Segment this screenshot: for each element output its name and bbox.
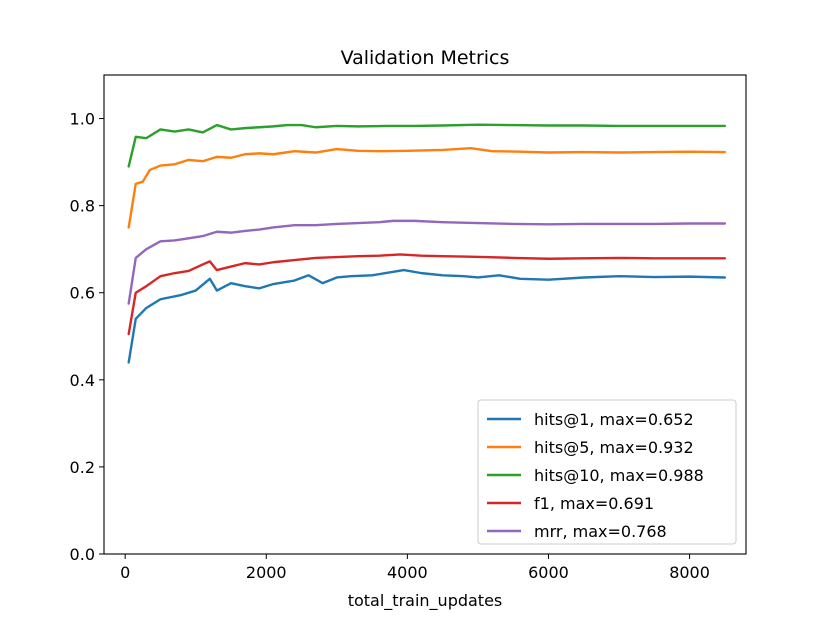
legend-entry-label: hits@10, max=0.988 <box>534 466 704 485</box>
x-tick-label: 2000 <box>246 563 287 582</box>
y-tick-label: 0.8 <box>70 197 95 216</box>
x-tick-label: 6000 <box>528 563 569 582</box>
legend-entry-label: hits@1, max=0.652 <box>534 410 694 429</box>
series-line-1 <box>127 268 727 364</box>
plot-layer <box>127 123 727 364</box>
series-line-4 <box>127 253 727 336</box>
chart-title: Validation Metrics <box>341 47 510 69</box>
x-tick-label: 0 <box>120 563 130 582</box>
y-tick-label: 0.2 <box>70 458 95 477</box>
series-line-2 <box>127 146 727 229</box>
legend-entry-label: f1, max=0.691 <box>534 494 654 513</box>
legend-entry-label: hits@5, max=0.932 <box>534 438 694 457</box>
legend-entry-label: mrr, max=0.768 <box>534 522 667 541</box>
series-line-5 <box>127 219 727 305</box>
series-line-3 <box>127 123 727 168</box>
y-tick-label: 0.6 <box>70 284 95 303</box>
x-axis-label: total_train_updates <box>348 591 503 611</box>
legend-box <box>477 399 737 545</box>
y-tick-label: 0.0 <box>70 545 95 564</box>
y-axis: 0.0 0.2 0.4 0.6 0.8 1.0 <box>70 110 104 564</box>
y-tick-label: 0.4 <box>70 371 95 390</box>
y-tick-label: 1.0 <box>70 110 95 129</box>
plot-area-frame <box>103 74 747 555</box>
x-axis: 0 2000 4000 6000 8000 <box>120 554 710 582</box>
legend: hits@1, max=0.652 hits@5, max=0.932 hits@1… <box>477 399 737 545</box>
x-tick-label: 4000 <box>387 563 428 582</box>
x-tick-label: 8000 <box>669 563 710 582</box>
